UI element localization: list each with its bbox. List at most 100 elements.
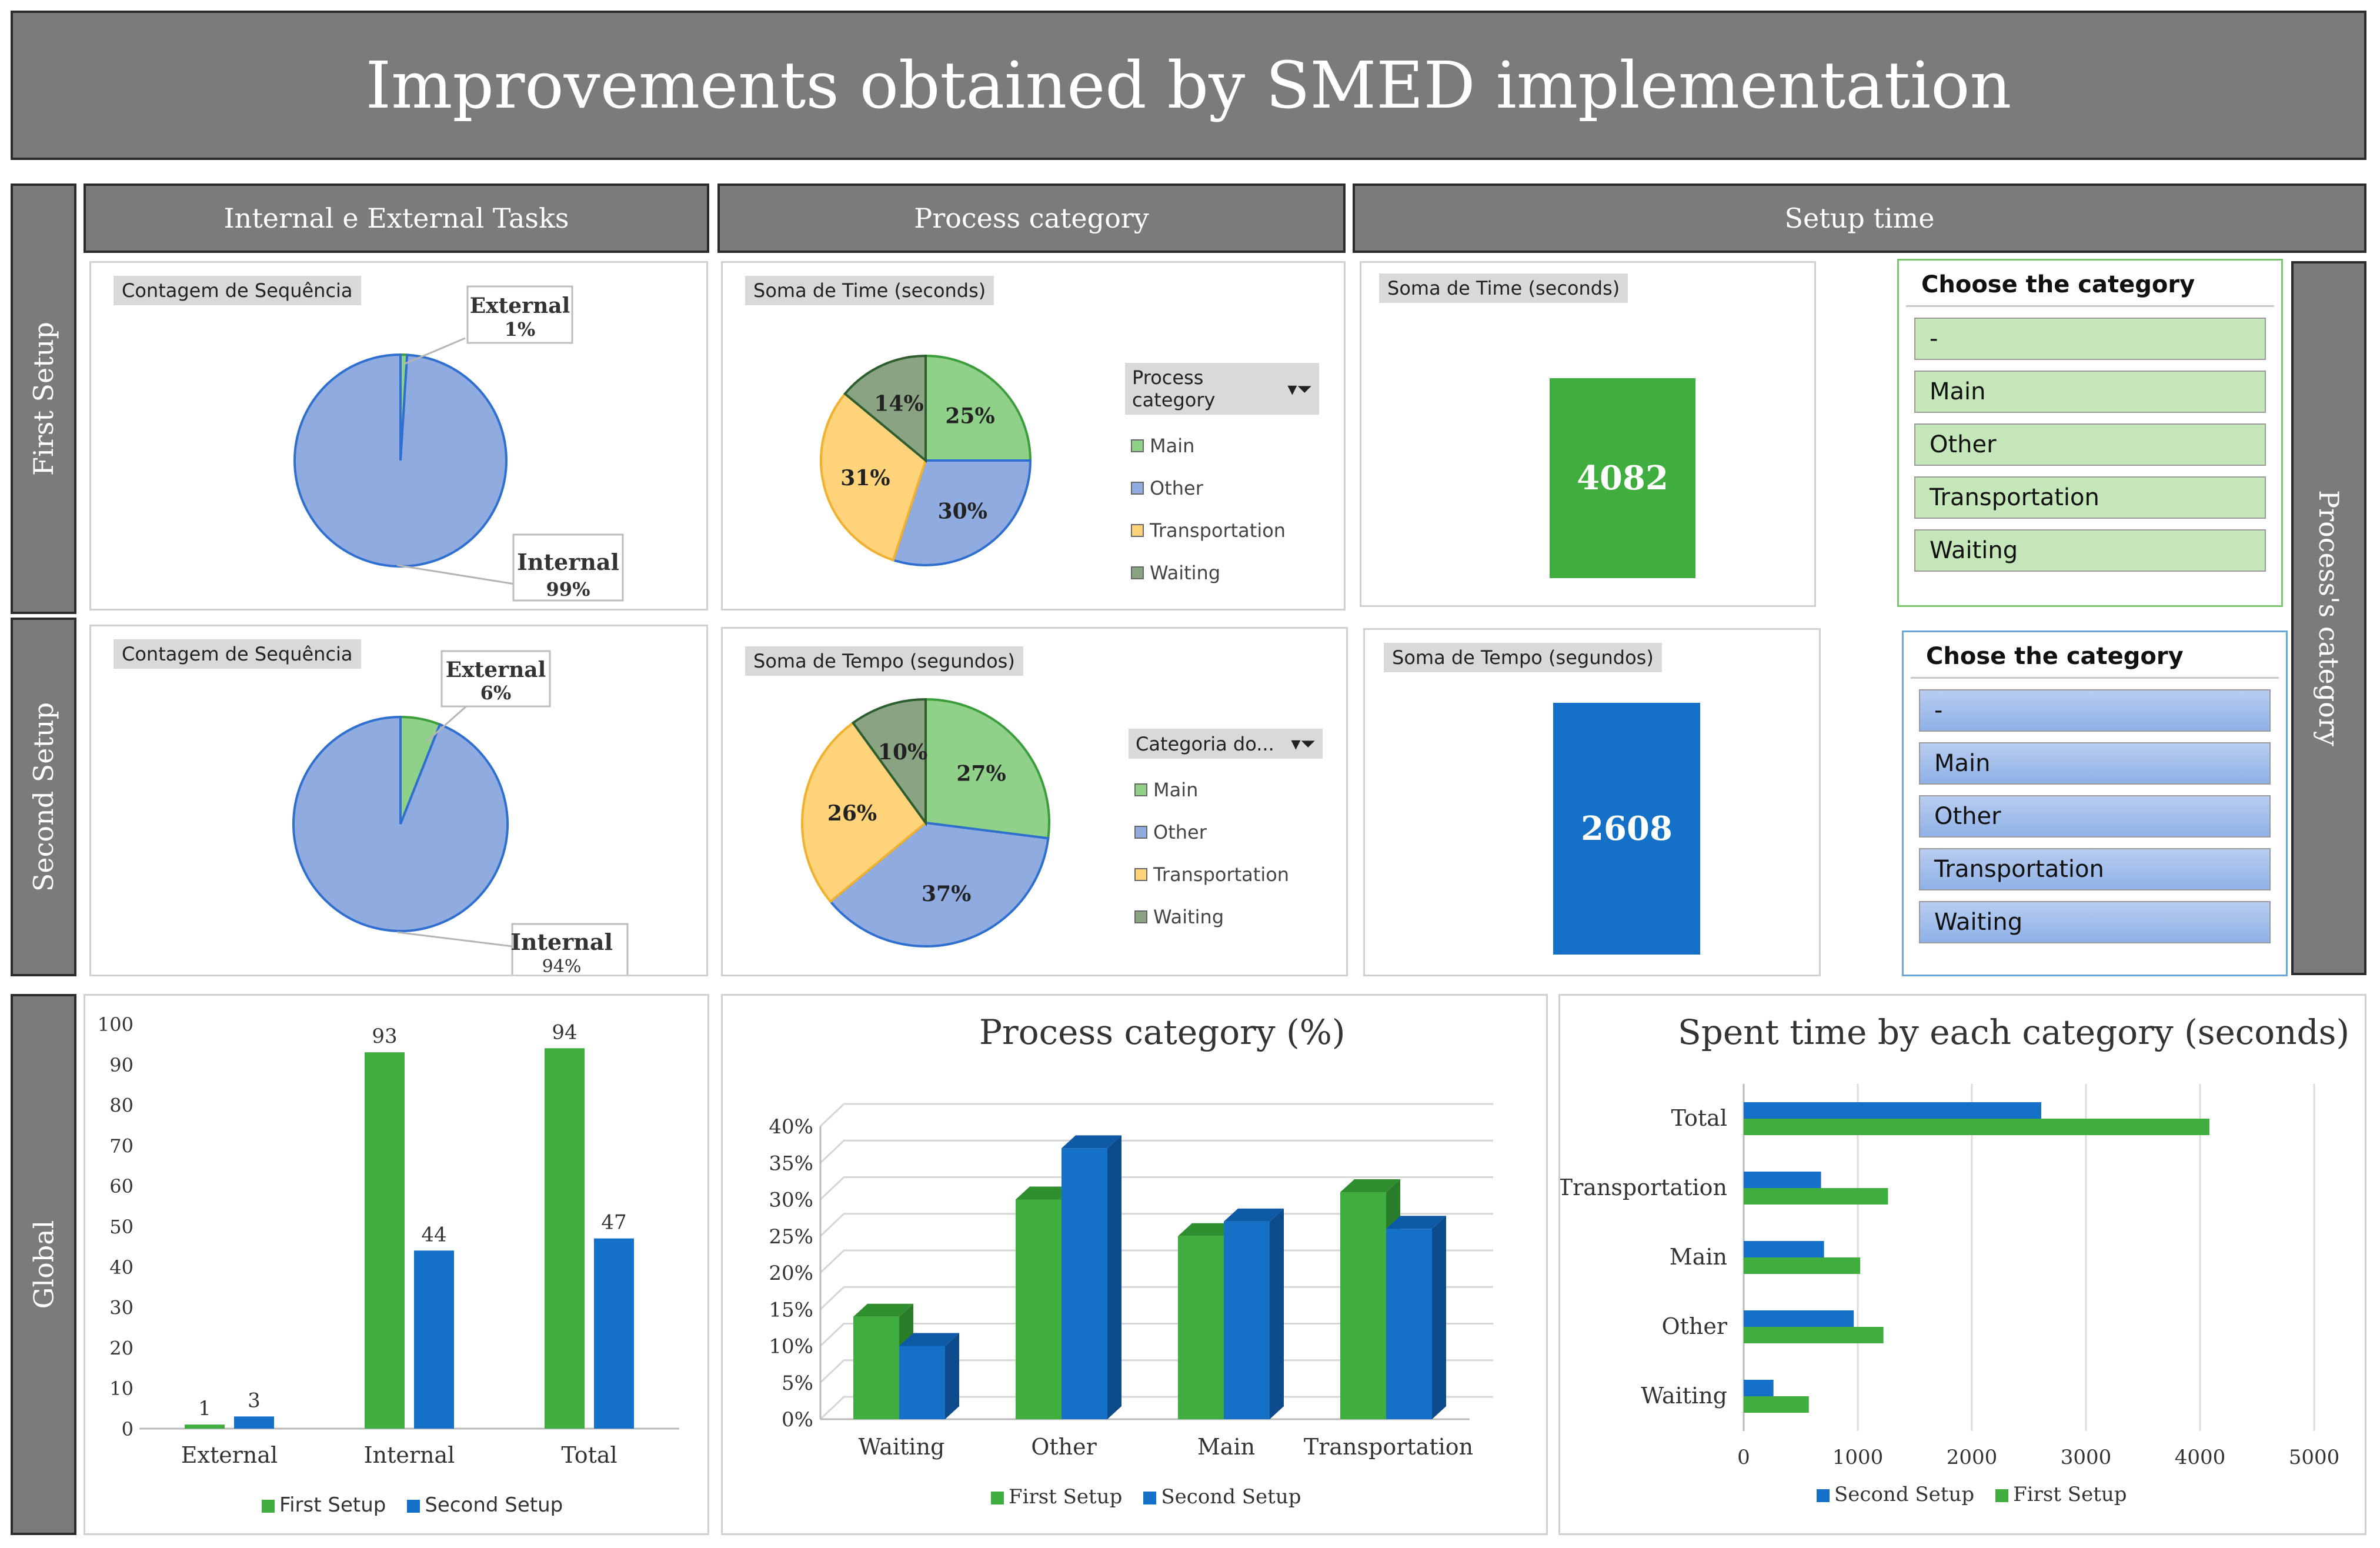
legend-item-other-label: Other bbox=[1150, 477, 1203, 499]
pie-slice-other bbox=[829, 821, 1050, 948]
x-tick-label-transportation: Transportation bbox=[1304, 1434, 1473, 1460]
second-setup-tasks-panel: Contagem de Sequência External 6% Intern… bbox=[89, 625, 708, 976]
second-setup-internal-label: Internal bbox=[510, 929, 613, 955]
pie-slice-waiting bbox=[843, 354, 927, 463]
legend-swatch-other bbox=[1131, 482, 1144, 495]
column-header-setup-time: Setup time bbox=[1353, 184, 2366, 253]
legend-first-setup-swatch bbox=[262, 1499, 275, 1513]
bar-first-setup-total bbox=[1744, 1119, 2209, 1135]
y-tick-label-main: Main bbox=[1670, 1244, 1727, 1270]
legend-item-waiting-label: Waiting bbox=[1150, 562, 1221, 584]
first-setup-legend-filter[interactable]: Process category ▾⏷ bbox=[1125, 363, 1319, 415]
pie-label-transportation: 31% bbox=[840, 466, 890, 491]
pie-label-other: 30% bbox=[938, 499, 987, 523]
internal-callout-line-2 bbox=[396, 931, 513, 948]
second-setup-legend-filter[interactable]: Categoria do... ▾⏷ bbox=[1129, 729, 1323, 759]
bar-second-setup-internal bbox=[414, 1250, 454, 1429]
second-slicer-option-other[interactable]: Other bbox=[1919, 795, 2271, 838]
first-setup-category-slicer: Choose the category - Main Other Transpo… bbox=[1897, 259, 2283, 607]
x-tick-label: 5000 bbox=[2289, 1446, 2340, 1469]
second-setup-category-legend: Categoria do... ▾⏷ Main Other Transportat… bbox=[1129, 729, 1323, 928]
first-setup-category-panel: Soma de Time (seconds) 25% 30% 31% 14% Proc… bbox=[721, 261, 1346, 610]
first-slicer-option-none[interactable]: - bbox=[1914, 318, 2266, 360]
bar-first-setup-main bbox=[1744, 1257, 1861, 1274]
x-tick-label-external: External bbox=[181, 1442, 278, 1468]
second-slicer-option-waiting[interactable]: Waiting bbox=[1919, 901, 2271, 943]
bar-second-setup-main bbox=[1224, 1221, 1270, 1419]
second-setup-tasks-tag: Contagem de Sequência bbox=[114, 639, 361, 669]
bar-first-setup-waiting bbox=[853, 1316, 899, 1419]
legend-second-setup: Second Setup bbox=[407, 1493, 563, 1517]
spent-time-panel: Spent time by each category (seconds) 0 1… bbox=[1558, 994, 2366, 1535]
second-setup-slicer-title: Chose the category bbox=[1911, 632, 2279, 679]
first-setup-time-tag: Soma de Time (seconds) bbox=[1379, 273, 1628, 303]
legend-second-setup-swatch bbox=[1143, 1492, 1157, 1504]
first-slicer-option-transportation[interactable]: Transportation bbox=[1914, 476, 2266, 519]
data-label-first-setup-total: 94 bbox=[552, 1020, 577, 1044]
first-setup-tasks-panel: Contagem de Sequência External 1% Intern… bbox=[89, 261, 708, 610]
y-tick-label: 30% bbox=[769, 1189, 813, 1212]
bar-second-setup-waiting bbox=[899, 1346, 945, 1419]
x-tick-label-internal: Internal bbox=[364, 1442, 455, 1468]
bar-second-setup-other bbox=[1744, 1310, 1854, 1327]
second-slicer-option-main[interactable]: Main bbox=[1919, 742, 2271, 785]
bar-second-setup-other-top bbox=[1062, 1135, 1121, 1149]
y-tick-label-transportation: Transportation bbox=[1560, 1175, 1727, 1200]
pie-label-other: 37% bbox=[922, 882, 971, 906]
data-label-first-setup-external: 1 bbox=[198, 1397, 211, 1420]
global-tasks-legend: First Setup Second Setup bbox=[262, 1493, 563, 1517]
bar-first-setup-total bbox=[545, 1048, 585, 1429]
bar-first-setup-other-top bbox=[1016, 1186, 1076, 1200]
row-header-global-label: Global bbox=[28, 1220, 59, 1309]
second-setup-time-bar: 2608 bbox=[1553, 703, 1700, 955]
pie-label-main: 27% bbox=[956, 762, 1006, 786]
legend-item-other-label: Other bbox=[1153, 821, 1207, 843]
row-header-first-setup: First Setup bbox=[11, 184, 76, 614]
y-tick-label: 90 bbox=[109, 1054, 133, 1076]
first-setup-time-panel: Soma de Time (seconds) 4082 bbox=[1360, 261, 1816, 607]
legend-item-main: Main bbox=[1134, 779, 1323, 801]
spent-time-legend: Second Setup First Setup bbox=[1817, 1483, 2127, 1506]
bar-second-setup-other bbox=[1062, 1148, 1107, 1419]
legend-swatch-transportation bbox=[1131, 524, 1144, 537]
global-tasks-chart: 0 10 20 30 40 50 60 70 80 90 100 1 3 External 93 44 Inte… bbox=[98, 1013, 679, 1468]
y-tick-label: 35% bbox=[769, 1152, 813, 1175]
gridline bbox=[819, 1103, 1493, 1127]
bar-second-setup-other-side bbox=[1107, 1135, 1121, 1419]
x-tick-label-total: Total bbox=[561, 1442, 617, 1468]
legend-swatch-transportation bbox=[1134, 868, 1147, 881]
first-slicer-option-other[interactable]: Other bbox=[1914, 423, 2266, 466]
legend-first-setup-swatch bbox=[991, 1492, 1004, 1504]
legend-item-other: Other bbox=[1134, 821, 1323, 843]
first-setup-time-bar: 4082 bbox=[1550, 378, 1695, 578]
filter-icon[interactable]: ▾⏷ bbox=[1291, 732, 1316, 755]
y-tick-label: 5% bbox=[782, 1372, 813, 1395]
legend-second-setup-label: Second Setup bbox=[425, 1493, 563, 1517]
second-setup-legend-header: Categoria do... bbox=[1136, 732, 1274, 755]
internal-callout-box bbox=[512, 533, 624, 602]
x-tick-label: 1000 bbox=[1832, 1446, 1884, 1469]
process-category-side-label: Process's category bbox=[2291, 261, 2366, 975]
first-setup-legend-header: Process category bbox=[1132, 366, 1216, 411]
second-slicer-option-transportation[interactable]: Transportation bbox=[1919, 848, 2271, 890]
process-category-pct-panel: Process category (%) 0% 5% 10% 15% 20% 25% 30%… bbox=[721, 994, 1548, 1535]
data-label-second-setup-total: 47 bbox=[601, 1211, 626, 1235]
filter-icon[interactable]: ▾⏷ bbox=[1287, 377, 1312, 400]
legend-first-setup: First Setup bbox=[1995, 1483, 2127, 1506]
legend-swatch-main bbox=[1134, 783, 1147, 796]
bar-second-setup-waiting-side bbox=[945, 1333, 959, 1419]
y-tick-label: 10% bbox=[769, 1335, 813, 1359]
legend-item-waiting-label: Waiting bbox=[1153, 906, 1224, 928]
y-tick-label: 10 bbox=[109, 1377, 133, 1400]
first-slicer-option-waiting[interactable]: Waiting bbox=[1914, 529, 2266, 572]
spent-time-chart: 0 1000 2000 3000 4000 5000 Total Transportation… bbox=[1560, 1084, 2340, 1469]
first-setup-tasks-pie: External 1% Internal 99% bbox=[293, 285, 624, 602]
second-slicer-option-none[interactable]: - bbox=[1919, 689, 2271, 732]
pie-label-waiting: 10% bbox=[878, 740, 927, 765]
pie-slice-transportation bbox=[820, 392, 927, 562]
legend-swatch-waiting bbox=[1131, 566, 1144, 579]
legend-item-transportation: Transportation bbox=[1131, 519, 1319, 542]
first-slicer-option-main[interactable]: Main bbox=[1914, 371, 2266, 413]
bar-first-setup-transportation bbox=[1744, 1188, 1888, 1205]
global-tasks-chart-panel: 0 10 20 30 40 50 60 70 80 90 100 1 3 External 93 44 Inte… bbox=[84, 994, 709, 1535]
